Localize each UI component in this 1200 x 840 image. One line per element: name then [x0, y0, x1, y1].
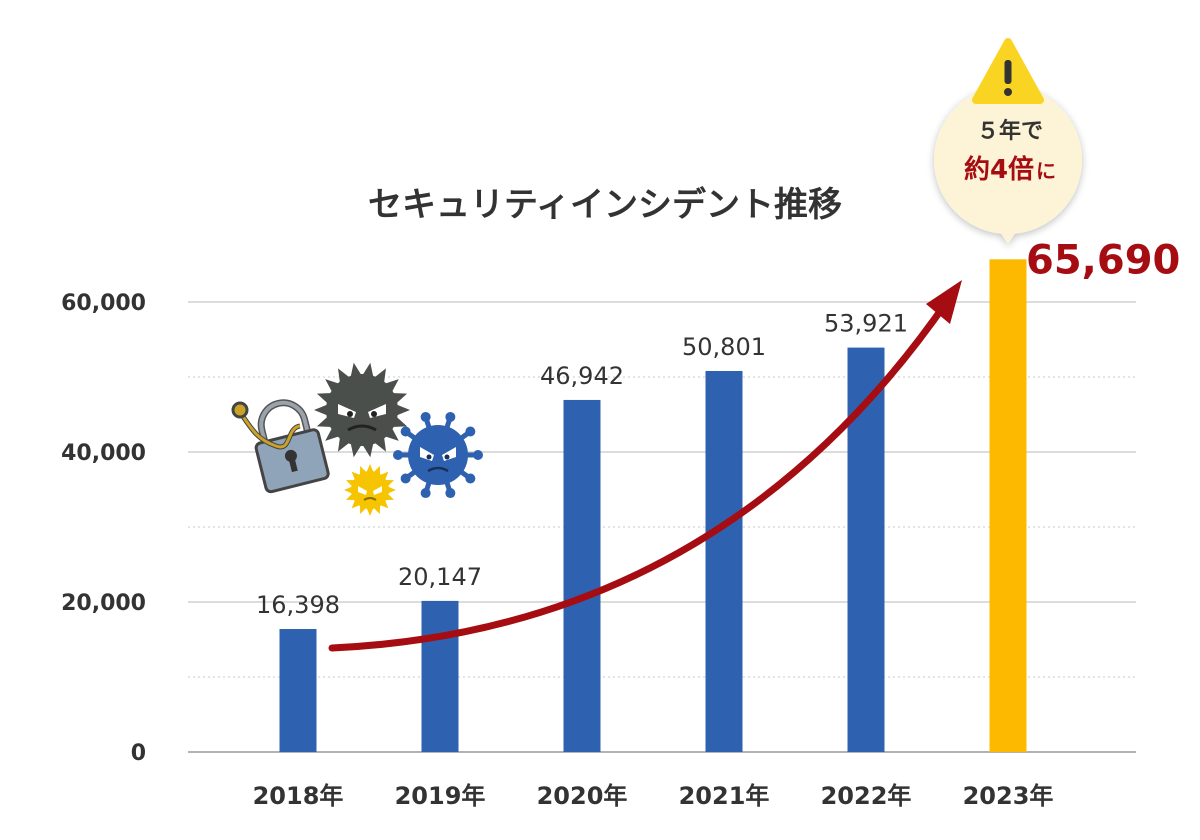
virus-spike-tip	[393, 450, 403, 460]
lockpick-wire	[231, 401, 301, 450]
virus-spike-tip	[400, 473, 411, 484]
x-tick-label: 2021年	[679, 782, 770, 810]
bar	[847, 347, 885, 752]
bar	[563, 399, 601, 752]
y-tick-label: 40,000	[61, 441, 146, 466]
y-tick-label: 20,000	[61, 591, 146, 616]
data-label-highlight: 65,690	[1026, 237, 1180, 283]
virus-spike-tip	[445, 411, 456, 422]
virus-spike-tip	[420, 488, 431, 499]
dark-virus-icon	[314, 362, 410, 458]
virus-spike-tip	[445, 488, 456, 499]
virus-spike-tip	[465, 473, 476, 484]
data-label: 50,801	[682, 333, 766, 361]
trend-arrow	[328, 280, 962, 652]
x-tick-label: 2022年	[821, 782, 912, 810]
x-tick-label: 2018年	[253, 782, 344, 810]
bars	[279, 259, 1027, 752]
chart-title: セキュリティインシデント推移	[368, 185, 842, 225]
grid	[188, 301, 1136, 753]
virus-spike-tip	[473, 450, 483, 460]
y-tick-label: 0	[131, 741, 146, 766]
x-tick-label: 2019年	[395, 782, 486, 810]
virus-spike-tip	[465, 426, 476, 437]
bar	[705, 370, 743, 752]
data-label: 53,921	[824, 310, 908, 338]
x-tick-label: 2020年	[537, 782, 628, 810]
x-tick-label: 2023年	[963, 782, 1054, 810]
data-label: 20,147	[398, 563, 482, 591]
y-tick-label: 60,000	[61, 291, 146, 316]
yellow-virus-icon	[344, 464, 396, 516]
callout-line2: 約4倍に	[964, 154, 1056, 185]
callout-line2-suffix: に	[1036, 159, 1056, 183]
data-label: 46,942	[540, 362, 624, 390]
blue-virus-icon	[393, 411, 483, 499]
bar	[421, 600, 459, 752]
callout-bubble: ５年で 約4倍に	[934, 38, 1082, 244]
x-axis: 2018年 2019年 2020年 2021年 2022年 2023年	[253, 782, 1054, 810]
y-axis: 0 20,000 40,000 60,000	[61, 291, 146, 766]
callout-line1: ５年で	[977, 118, 1043, 144]
bar	[279, 629, 317, 752]
bar-highlight	[989, 259, 1027, 752]
virus-spike-tip	[400, 426, 411, 437]
virus-spike-tip	[420, 411, 431, 422]
data-label: 16,398	[256, 591, 340, 619]
callout-line2-strong: 約4倍	[964, 154, 1034, 185]
security-illustration	[231, 362, 483, 516]
data-labels: 16,398 20,147 46,942 50,801 53,921 65,690	[256, 237, 1180, 619]
warning-icon	[972, 38, 1044, 104]
